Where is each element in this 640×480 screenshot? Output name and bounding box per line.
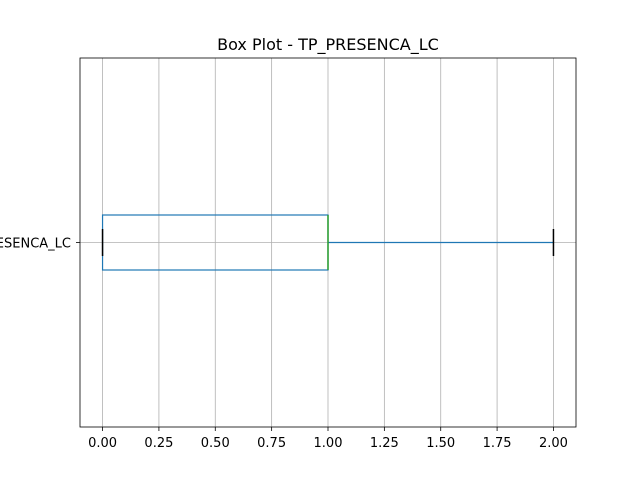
axes: TP_PRESENCA_LC 0.00 0.25 0.50 0.75 1.00 1.25 1.…: [0, 57, 577, 451]
y-tick-label: TP_PRESENCA_LC: [0, 237, 71, 252]
x-tick-label: 0.25: [144, 436, 173, 451]
x-tick-label: 2.00: [539, 436, 568, 451]
x-tick-label: 1.50: [426, 436, 455, 451]
x-tick-label: 1.75: [483, 436, 512, 451]
box-plot-marks: [101, 214, 555, 271]
x-tick-label: 0.75: [257, 436, 286, 451]
x-tick-label: 0.00: [88, 436, 117, 451]
chart-title: Box Plot - TP_PRESENCA_LC: [217, 35, 439, 55]
x-tick-label: 1.00: [314, 436, 343, 451]
x-tick-label: 1.25: [370, 436, 399, 451]
x-tick-label: 0.50: [201, 436, 230, 451]
